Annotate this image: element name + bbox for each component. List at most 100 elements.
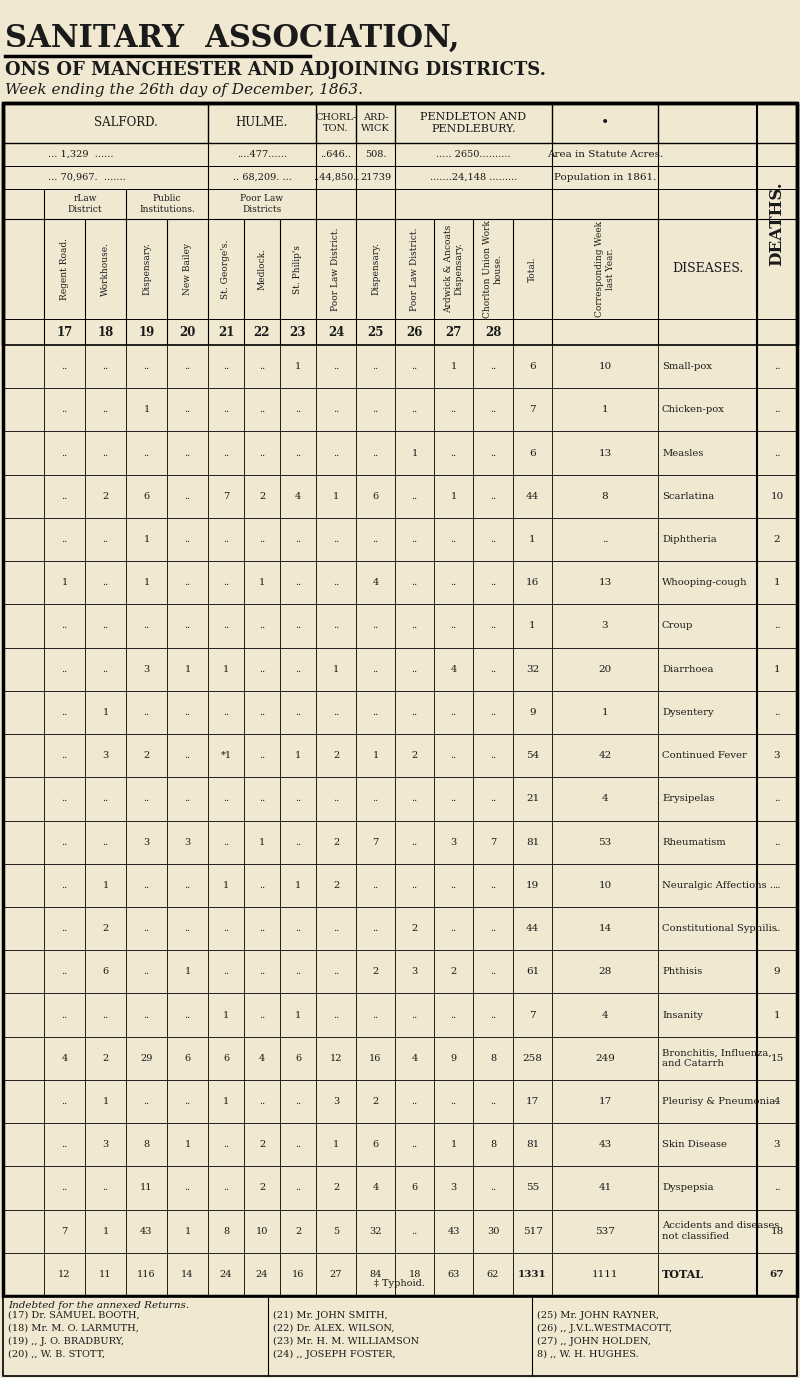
Text: ..: .. xyxy=(295,405,301,415)
Text: ..: .. xyxy=(143,925,150,933)
Text: 1: 1 xyxy=(774,579,780,587)
Text: 6: 6 xyxy=(185,1054,190,1062)
Text: ..: .. xyxy=(62,362,68,371)
Text: ..: .. xyxy=(450,449,457,457)
Text: ..: .. xyxy=(372,362,378,371)
Text: Corresponding Week
last Year.: Corresponding Week last Year. xyxy=(595,220,614,317)
Text: ..: .. xyxy=(450,794,457,803)
Text: ..: .. xyxy=(62,535,68,544)
Text: ..: .. xyxy=(295,579,301,587)
Text: ..: .. xyxy=(223,535,229,544)
Text: Dispensary.: Dispensary. xyxy=(371,243,380,295)
Text: 44: 44 xyxy=(526,492,539,500)
Text: ..: .. xyxy=(259,751,265,761)
Text: DEATHS.: DEATHS. xyxy=(769,182,786,266)
Text: 16: 16 xyxy=(292,1271,304,1279)
Text: ..: .. xyxy=(774,405,780,415)
Text: 19: 19 xyxy=(526,881,539,890)
Text: ..: .. xyxy=(184,1097,190,1107)
Text: ..: .. xyxy=(450,881,457,890)
Text: 2: 2 xyxy=(259,1140,265,1149)
Text: 18: 18 xyxy=(770,1226,784,1236)
Text: ... 70,967.  .......: ... 70,967. ....... xyxy=(48,174,126,182)
Text: ..: .. xyxy=(450,621,457,631)
Text: ..: .. xyxy=(450,1097,457,1107)
Bar xyxy=(3,1297,797,1377)
Text: 55: 55 xyxy=(526,1184,539,1192)
Text: ..: .. xyxy=(372,794,378,803)
Text: ..: .. xyxy=(143,967,150,976)
Text: ..: .. xyxy=(411,1226,418,1236)
Text: ..: .. xyxy=(411,535,418,544)
Text: ..: .. xyxy=(62,751,68,761)
Text: 1: 1 xyxy=(774,1010,780,1020)
Text: ..: .. xyxy=(450,1010,457,1020)
Text: ..: .. xyxy=(490,881,496,890)
Text: 1: 1 xyxy=(450,492,457,500)
Text: Measles: Measles xyxy=(662,449,703,457)
Text: ..: .. xyxy=(490,579,496,587)
Text: 1: 1 xyxy=(223,881,229,890)
Text: ..: .. xyxy=(411,621,418,631)
Text: ..: .. xyxy=(295,1184,301,1192)
Text: 1: 1 xyxy=(143,405,150,415)
Text: rLaw
District: rLaw District xyxy=(68,194,102,214)
Text: HULME.: HULME. xyxy=(236,117,288,130)
Text: ..: .. xyxy=(223,967,229,976)
Text: 3: 3 xyxy=(450,838,457,846)
Text: ..: .. xyxy=(62,881,68,890)
Text: 61: 61 xyxy=(526,967,539,976)
Text: ..: .. xyxy=(372,881,378,890)
Text: 3: 3 xyxy=(102,1140,109,1149)
Text: ..: .. xyxy=(184,535,190,544)
Text: ..: .. xyxy=(259,881,265,890)
Text: 8: 8 xyxy=(490,1054,496,1062)
Text: 21: 21 xyxy=(218,325,234,339)
Text: (23) Mr. H. M. WILLIAMSON: (23) Mr. H. M. WILLIAMSON xyxy=(273,1337,418,1345)
Text: ..: .. xyxy=(223,621,229,631)
Text: ..: .. xyxy=(333,708,339,717)
Text: ..: .. xyxy=(411,362,418,371)
Text: 3: 3 xyxy=(143,664,150,674)
Text: 13: 13 xyxy=(598,449,612,457)
Text: 3: 3 xyxy=(602,621,608,631)
Text: 27: 27 xyxy=(446,325,462,339)
Text: 4: 4 xyxy=(259,1054,265,1062)
Text: 2: 2 xyxy=(333,1184,339,1192)
Text: ..: .. xyxy=(102,838,109,846)
Text: ..: .. xyxy=(143,362,150,371)
Text: 62: 62 xyxy=(487,1271,499,1279)
Text: 81: 81 xyxy=(526,838,539,846)
Text: 1: 1 xyxy=(411,449,418,457)
Text: ... 1,329  ......: ... 1,329 ...... xyxy=(48,150,114,158)
Text: 9: 9 xyxy=(450,1054,457,1062)
Text: 1: 1 xyxy=(62,579,68,587)
Text: 2: 2 xyxy=(372,967,378,976)
Text: ..: .. xyxy=(143,1010,150,1020)
Text: ..: .. xyxy=(333,579,339,587)
Text: ..: .. xyxy=(333,621,339,631)
Text: 1: 1 xyxy=(223,664,229,674)
Text: 21739: 21739 xyxy=(360,174,391,182)
Text: Workhouse.: Workhouse. xyxy=(101,243,110,296)
Text: ..: .. xyxy=(333,405,339,415)
Text: ..: .. xyxy=(102,1184,109,1192)
Text: PENDLETON AND
PENDLEBURY.: PENDLETON AND PENDLEBURY. xyxy=(421,112,526,134)
Text: ..: .. xyxy=(490,492,496,500)
Text: 249: 249 xyxy=(595,1054,615,1062)
Text: ..: .. xyxy=(102,664,109,674)
Text: ..: .. xyxy=(490,535,496,544)
Text: Insanity: Insanity xyxy=(662,1010,703,1020)
Text: 44: 44 xyxy=(526,925,539,933)
Text: ..: .. xyxy=(259,708,265,717)
Text: 32: 32 xyxy=(370,1226,382,1236)
Text: ..: .. xyxy=(774,362,780,371)
Text: 2: 2 xyxy=(411,751,418,761)
Text: 2: 2 xyxy=(774,535,780,544)
Text: 25: 25 xyxy=(367,325,384,339)
Text: 1: 1 xyxy=(102,708,109,717)
Text: ..: .. xyxy=(774,621,780,631)
Text: ..: .. xyxy=(102,449,109,457)
Text: Phthisis: Phthisis xyxy=(662,967,702,976)
Text: 1: 1 xyxy=(184,1140,190,1149)
